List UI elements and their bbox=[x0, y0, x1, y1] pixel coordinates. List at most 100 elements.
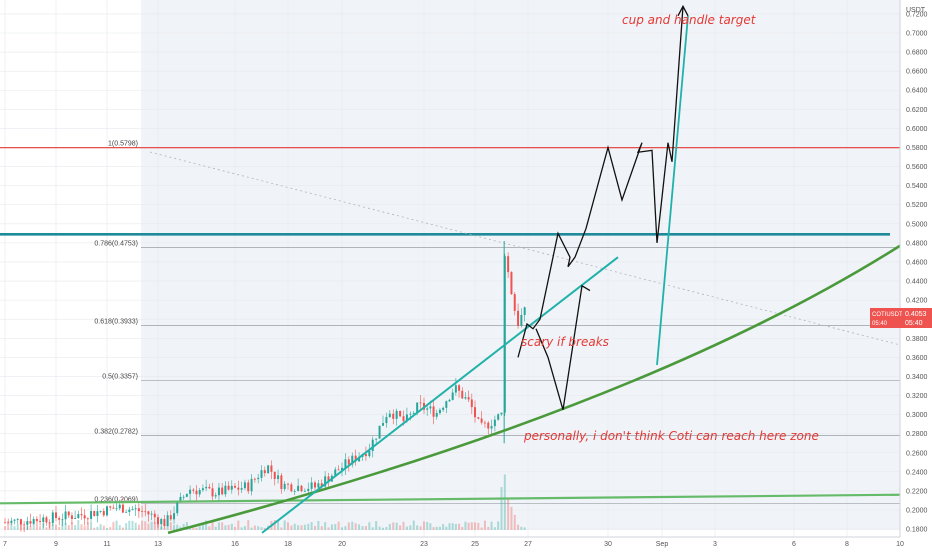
candle-body bbox=[477, 417, 480, 419]
volume-bar bbox=[324, 522, 327, 530]
volume-bar bbox=[368, 522, 371, 530]
candle-body bbox=[150, 513, 153, 515]
candle-body bbox=[358, 456, 361, 462]
volume-bar bbox=[35, 520, 38, 530]
candle-body bbox=[392, 413, 395, 419]
volume-bar bbox=[507, 499, 510, 530]
volume-bar bbox=[247, 520, 250, 530]
volume-bar bbox=[395, 522, 398, 530]
volume-bar bbox=[358, 524, 361, 530]
volume-bar bbox=[490, 521, 493, 530]
candle-body bbox=[405, 414, 408, 422]
volume-bar bbox=[58, 526, 61, 530]
candle-body bbox=[109, 506, 112, 508]
volume-bar bbox=[137, 524, 140, 530]
volume-bar bbox=[458, 523, 461, 530]
y-tick-label: 0.1800 bbox=[906, 527, 928, 534]
volume-bar bbox=[224, 525, 227, 530]
volume-bar bbox=[330, 524, 333, 530]
target-projection-line bbox=[656, 15, 689, 366]
candle-body bbox=[445, 401, 448, 408]
candle-body bbox=[240, 488, 243, 490]
y-tick-label: 0.2600 bbox=[906, 450, 928, 457]
fib-label: 0.382(0.2782) bbox=[94, 428, 138, 435]
volume-bar bbox=[131, 520, 134, 530]
volume-bar bbox=[503, 474, 506, 530]
candle-body bbox=[375, 438, 378, 440]
candle-body bbox=[39, 520, 42, 522]
volume-bar bbox=[240, 527, 243, 530]
projected-path bbox=[517, 6, 684, 358]
candle-body bbox=[45, 517, 48, 523]
candle-body bbox=[250, 478, 253, 492]
alternate-path bbox=[535, 284, 591, 411]
candle-body bbox=[7, 522, 10, 524]
volume-bar bbox=[173, 524, 176, 530]
x-tick-label: 30 bbox=[604, 541, 612, 548]
candle-body bbox=[134, 508, 137, 510]
volume-bar bbox=[361, 526, 364, 530]
candle-body bbox=[435, 413, 438, 417]
volume-bar bbox=[13, 526, 16, 530]
volume-bar bbox=[513, 514, 516, 530]
candle-body bbox=[80, 514, 83, 516]
candle-body bbox=[247, 482, 250, 492]
volume-bar bbox=[115, 520, 118, 530]
volume-bar bbox=[303, 524, 306, 530]
candle-body bbox=[382, 423, 384, 426]
volume-bar bbox=[134, 522, 137, 530]
volume-bar bbox=[150, 521, 153, 530]
candle-body bbox=[320, 483, 323, 487]
drawings bbox=[0, 4, 901, 535]
candle-body bbox=[399, 410, 402, 417]
candle-body bbox=[137, 508, 140, 512]
candle-body bbox=[205, 486, 208, 489]
volume-bar bbox=[451, 523, 454, 530]
candle-body bbox=[303, 490, 306, 492]
candle-body bbox=[83, 515, 86, 519]
candle-body bbox=[169, 515, 172, 520]
x-tick-label: 10 bbox=[896, 541, 904, 548]
time-axis[interactable] bbox=[0, 537, 932, 550]
volume-bar bbox=[257, 526, 260, 530]
volume-bar bbox=[221, 522, 224, 530]
volume-bar bbox=[517, 524, 520, 530]
candle-body bbox=[378, 425, 381, 439]
candle-body bbox=[283, 483, 286, 490]
candle-body bbox=[402, 416, 405, 422]
volume-bar bbox=[102, 525, 105, 530]
y-tick-label: 0.4200 bbox=[906, 298, 928, 305]
candle-body bbox=[160, 519, 163, 525]
candle-body bbox=[490, 426, 493, 429]
volume-bar bbox=[510, 506, 513, 530]
candle-body bbox=[26, 521, 29, 525]
volume-bar bbox=[67, 525, 70, 530]
x-tick-label: 13 bbox=[154, 541, 162, 548]
candle-body bbox=[64, 511, 67, 520]
volume-bar bbox=[341, 527, 343, 530]
y-tick-label: 0.4400 bbox=[906, 279, 928, 286]
candle-body bbox=[102, 511, 105, 516]
candle-body bbox=[147, 511, 150, 515]
volume-bar bbox=[237, 520, 240, 530]
candle-body bbox=[48, 522, 51, 524]
volume-bar bbox=[500, 487, 503, 530]
candle-body bbox=[260, 470, 263, 478]
volume-bar bbox=[412, 520, 415, 530]
volume-bar bbox=[250, 527, 253, 530]
candle-body bbox=[458, 385, 461, 391]
y-tick-label: 0.6600 bbox=[906, 69, 928, 76]
volume-bar bbox=[354, 523, 357, 530]
volume-bar bbox=[83, 525, 86, 530]
candle-body bbox=[371, 439, 374, 451]
volume-bar bbox=[388, 524, 391, 530]
candle-body bbox=[253, 478, 256, 480]
volume-bar bbox=[234, 526, 236, 530]
candle-body bbox=[243, 482, 246, 489]
candle-body bbox=[464, 397, 467, 399]
price-axis[interactable] bbox=[900, 0, 932, 550]
y-tick-label: 0.5000 bbox=[906, 221, 928, 228]
candle-body bbox=[234, 485, 236, 488]
candle-body bbox=[487, 422, 490, 429]
